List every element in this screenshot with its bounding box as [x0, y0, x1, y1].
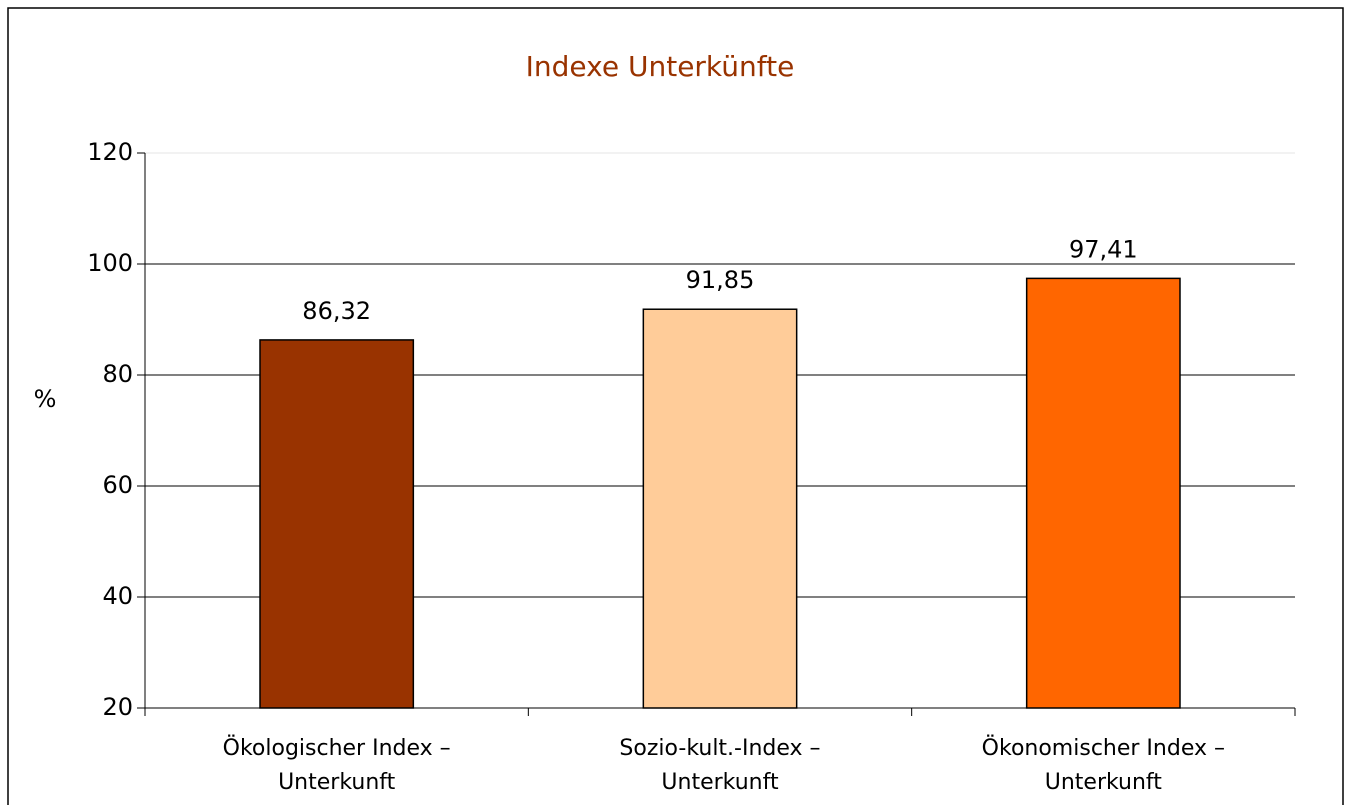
y-tick-label: 80 [102, 360, 133, 388]
data-label: 91,85 [686, 266, 755, 294]
data-label: 97,41 [1069, 235, 1138, 263]
x-tick-label: Ökonomischer Index – Unterkunft [981, 736, 1225, 795]
frame [7, 7, 1344, 805]
y-axis-label: % [34, 385, 57, 413]
bar [642, 308, 798, 709]
bar [1025, 277, 1181, 709]
x-tick-label: Ökologischer Index – Unterkunft [222, 736, 451, 795]
bar [259, 339, 415, 709]
y-tick-label: 100 [87, 249, 133, 277]
chart-title: Indexe Unterkünfte [526, 50, 795, 83]
y-tick-label: 40 [102, 582, 133, 610]
data-label: 86,32 [302, 297, 371, 325]
y-tick-label: 120 [87, 138, 133, 166]
x-tick-label: Sozio-kult.-Index – Unterkunft [619, 736, 821, 795]
y-tick-label: 20 [102, 693, 133, 721]
y-tick-label: 60 [102, 471, 133, 499]
